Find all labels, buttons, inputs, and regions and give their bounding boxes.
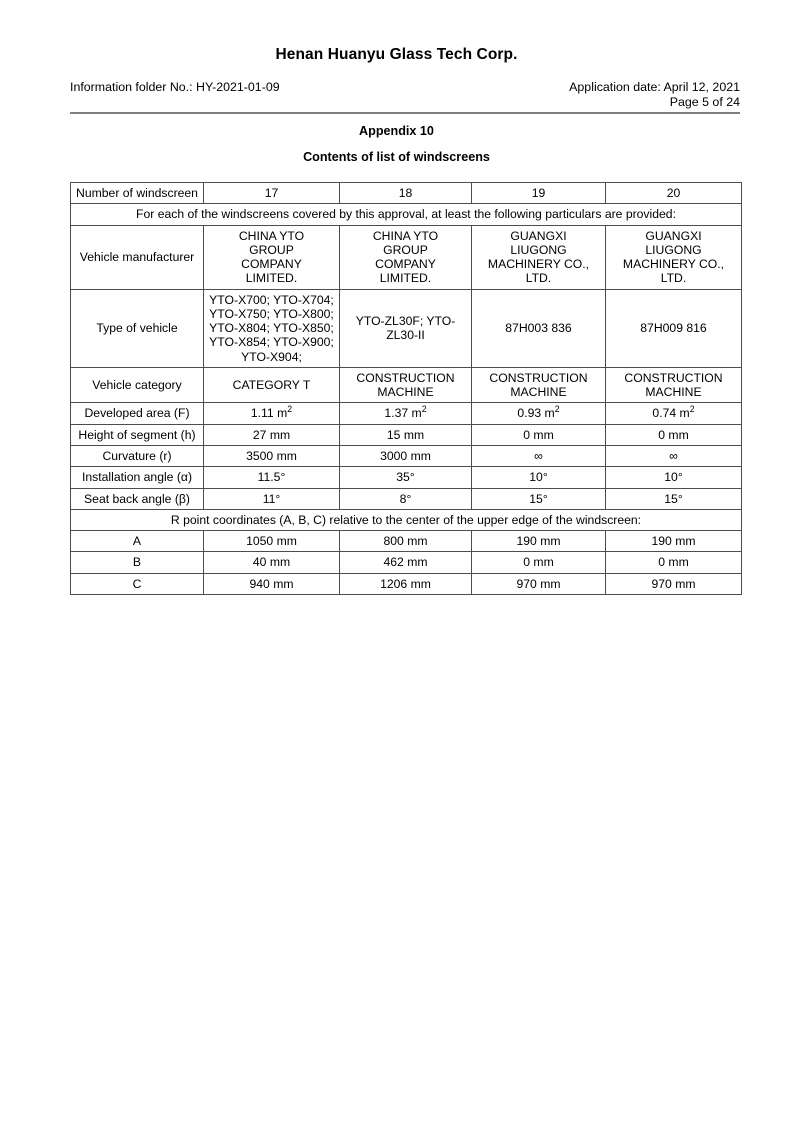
windscreen-table-wrapper: Number of windscreen 17 18 19 20 For eac… — [70, 181, 742, 595]
cell-coord-a-2: 800 mm — [339, 530, 472, 553]
cell-developed-area-4: 0.74 m2 — [605, 402, 742, 425]
cell-coord-a-3: 190 mm — [471, 530, 606, 553]
table-row-seat-back-angle: Seat back angle (β) 11° 8° 15° 15° — [70, 487, 742, 510]
cell-vehicle-category-2: CONSTRUCTION MACHINE — [339, 366, 472, 404]
cell-height-of-segment-2: 15 mm — [339, 423, 472, 446]
cell-coord-c-4: 970 mm — [605, 572, 742, 595]
cell-coord-c-2: 1206 mm — [339, 572, 472, 595]
cell-coord-b-3: 0 mm — [471, 551, 606, 574]
page-title: Henan Huanyu Glass Tech Corp. — [275, 46, 518, 63]
note-rpoint-coordinates: R point coordinates (A, B, C) relative t… — [70, 508, 742, 532]
developed-area-exponent-1: 2 — [287, 404, 293, 415]
table-row-curvature: Curvature (r) 3500 mm 3000 mm ∞ ∞ — [70, 444, 742, 468]
cell-manufacturer-1: CHINA YTO GROUP COMPANY LIMITED. — [203, 224, 340, 290]
label-height-of-segment: Height of segment (h) — [70, 423, 204, 446]
label-curvature: Curvature (r) — [70, 444, 204, 468]
label-seat-back-angle: Seat back angle (β) — [70, 487, 204, 510]
label-coord-a: A — [70, 530, 204, 553]
cell-type-of-vehicle-2: YTO-ZL30F; YTO-ZL30-II — [339, 288, 472, 368]
cell-installation-angle-2: 35° — [339, 466, 472, 489]
developed-area-value-1: 1.11 m — [250, 406, 288, 421]
cell-coord-b-2: 462 mm — [339, 551, 472, 574]
cell-seat-back-angle-1: 11° — [203, 487, 340, 510]
cell-height-of-segment-3: 0 mm — [471, 423, 606, 446]
cell-manufacturer-3: GUANGXI LIUGONG MACHINERY CO., LTD. — [471, 224, 606, 290]
label-vehicle-manufacturer: Vehicle manufacturer — [70, 224, 204, 290]
label-vehicle-category: Vehicle category — [70, 366, 204, 404]
cell-curvature-3: ∞ — [471, 444, 606, 468]
developed-area-exponent-3: 2 — [554, 404, 560, 415]
header-right-block: Application date: April 12, 2021 Page 5 … — [569, 80, 740, 109]
table-row-particulars-note: For each of the windscreens covered by t… — [70, 203, 742, 226]
cell-height-of-segment-1: 27 mm — [203, 423, 340, 446]
cell-installation-angle-3: 10° — [471, 466, 606, 489]
developed-area-value-3: 0.93 m — [517, 406, 555, 421]
table-row-coord-c: C 940 mm 1206 mm 970 mm 970 mm — [70, 572, 742, 595]
cell-coord-a-1: 1050 mm — [203, 530, 340, 553]
cell-installation-angle-1: 11.5° — [203, 466, 340, 489]
cell-windscreen-number-4: 20 — [605, 181, 742, 205]
table-row-coord-a: A 1050 mm 800 mm 190 mm 190 mm — [70, 530, 742, 553]
cell-coord-b-4: 0 mm — [605, 551, 742, 574]
cell-seat-back-angle-3: 15° — [471, 487, 606, 510]
cell-coord-c-3: 970 mm — [471, 572, 606, 595]
document-header-meta: Information folder No.: HY-2021-01-09 Ap… — [70, 80, 740, 109]
cell-coord-c-1: 940 mm — [203, 572, 340, 595]
cell-vehicle-category-1: CATEGORY T — [203, 366, 340, 404]
cell-windscreen-number-3: 19 — [471, 181, 606, 205]
table-row-windscreen-number: Number of windscreen 17 18 19 20 — [70, 181, 742, 205]
cell-coord-b-1: 40 mm — [203, 551, 340, 574]
information-folder-number: Information folder No.: HY-2021-01-09 — [70, 80, 280, 94]
cell-coord-a-4: 190 mm — [605, 530, 742, 553]
cell-windscreen-number-2: 18 — [339, 181, 472, 205]
appendix-title: Appendix 10 — [359, 124, 434, 138]
application-date: Application date: April 12, 2021 — [569, 80, 740, 94]
label-type-of-vehicle: Type of vehicle — [70, 288, 204, 368]
developed-area-exponent-4: 2 — [689, 404, 695, 415]
developed-area-value-2: 1.37 m — [384, 406, 422, 421]
table-row-vehicle-category: Vehicle category CATEGORY T CONSTRUCTION… — [70, 366, 742, 404]
note-particulars: For each of the windscreens covered by t… — [70, 203, 742, 226]
windscreen-table: Number of windscreen 17 18 19 20 For eac… — [70, 181, 742, 595]
developed-area-exponent-2: 2 — [421, 404, 427, 415]
cell-type-of-vehicle-3: 87H003 836 — [471, 288, 606, 368]
cell-curvature-2: 3000 mm — [339, 444, 472, 468]
table-row-rpoint-note: R point coordinates (A, B, C) relative t… — [70, 508, 742, 532]
cell-type-of-vehicle-1: YTO-X700; YTO-X704; YTO-X750; YTO-X800; … — [203, 288, 340, 368]
cell-vehicle-category-4: CONSTRUCTION MACHINE — [605, 366, 742, 404]
cell-curvature-4: ∞ — [605, 444, 742, 468]
label-developed-area: Developed area (F) — [70, 402, 204, 425]
table-row-installation-angle: Installation angle (α) 11.5° 35° 10° 10° — [70, 466, 742, 489]
label-coord-c: C — [70, 572, 204, 595]
header-divider — [70, 112, 740, 114]
cell-developed-area-2: 1.37 m2 — [339, 402, 472, 425]
cell-type-of-vehicle-4: 87H009 816 — [605, 288, 742, 368]
contents-title: Contents of list of windscreens — [303, 150, 490, 164]
cell-height-of-segment-4: 0 mm — [605, 423, 742, 446]
cell-seat-back-angle-4: 15° — [605, 487, 742, 510]
label-number-of-windscreen: Number of windscreen — [70, 181, 204, 205]
cell-developed-area-1: 1.11 m2 — [203, 402, 340, 425]
cell-installation-angle-4: 10° — [605, 466, 742, 489]
table-row-coord-b: B 40 mm 462 mm 0 mm 0 mm — [70, 551, 742, 574]
cell-manufacturer-4: GUANGXI LIUGONG MACHINERY CO., LTD. — [605, 224, 742, 290]
cell-windscreen-number-1: 17 — [203, 181, 340, 205]
cell-developed-area-3: 0.93 m2 — [471, 402, 606, 425]
table-row-developed-area: Developed area (F) 1.11 m2 1.37 m2 0.93 … — [70, 402, 742, 425]
cell-curvature-1: 3500 mm — [203, 444, 340, 468]
cell-seat-back-angle-2: 8° — [339, 487, 472, 510]
cell-manufacturer-2: CHINA YTO GROUP COMPANY LIMITED. — [339, 224, 472, 290]
cell-vehicle-category-3: CONSTRUCTION MACHINE — [471, 366, 606, 404]
page-number: Page 5 of 24 — [669, 94, 740, 109]
table-row-height-of-segment: Height of segment (h) 27 mm 15 mm 0 mm 0… — [70, 423, 742, 446]
label-coord-b: B — [70, 551, 204, 574]
label-installation-angle: Installation angle (α) — [70, 466, 204, 489]
table-row-vehicle-manufacturer: Vehicle manufacturer CHINA YTO GROUP COM… — [70, 224, 742, 290]
table-row-type-of-vehicle: Type of vehicle YTO-X700; YTO-X704; YTO-… — [70, 288, 742, 368]
developed-area-value-4: 0.74 m — [652, 406, 690, 421]
